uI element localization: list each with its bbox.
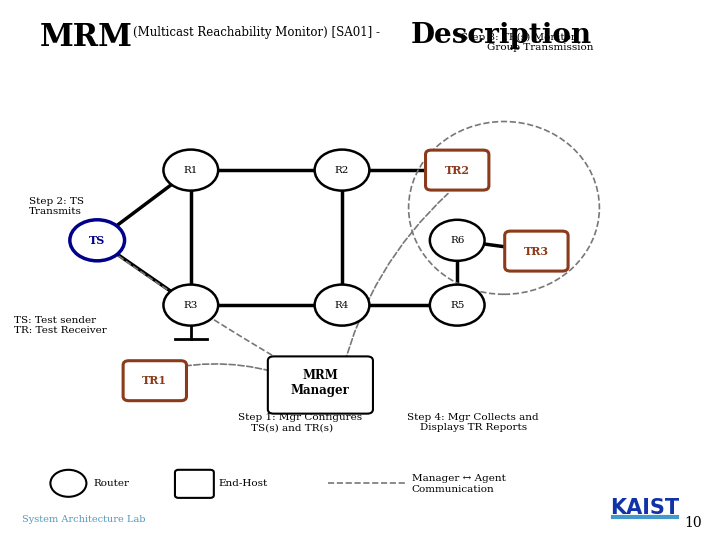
Text: Manager: Manager <box>291 384 350 397</box>
Text: Step 1: Mgr Configures
    TS(s) and TR(s): Step 1: Mgr Configures TS(s) and TR(s) <box>238 413 361 433</box>
Text: KAIST: KAIST <box>610 497 679 518</box>
Text: MRM: MRM <box>302 369 338 382</box>
Text: MRM: MRM <box>40 22 132 52</box>
Text: TR3: TR3 <box>524 246 549 256</box>
Circle shape <box>430 220 485 261</box>
Text: Step 3: TR(s) Monitor
        Group Transmission: Step 3: TR(s) Monitor Group Transmission <box>461 32 593 52</box>
Text: Manager ↔ Agent: Manager ↔ Agent <box>412 475 505 483</box>
Text: Router: Router <box>94 479 130 488</box>
Text: R6: R6 <box>450 236 464 245</box>
Text: R3: R3 <box>184 301 198 309</box>
Circle shape <box>315 285 369 326</box>
Text: R4: R4 <box>335 301 349 309</box>
Text: TS: TS <box>89 235 105 246</box>
Circle shape <box>430 285 485 326</box>
Circle shape <box>50 470 86 497</box>
Text: R5: R5 <box>450 301 464 309</box>
Text: Description: Description <box>410 22 592 49</box>
Text: System Architecture Lab: System Architecture Lab <box>22 515 145 524</box>
Text: TS: Test sender
TR: Test Receiver: TS: Test sender TR: Test Receiver <box>14 316 107 335</box>
FancyBboxPatch shape <box>123 361 186 401</box>
Text: R2: R2 <box>335 166 349 174</box>
Text: Step 2: TS
Transmits: Step 2: TS Transmits <box>29 197 84 217</box>
Text: End-Host: End-Host <box>219 479 268 488</box>
Text: R1: R1 <box>184 166 198 174</box>
Circle shape <box>163 285 218 326</box>
Circle shape <box>315 150 369 191</box>
Text: Communication: Communication <box>412 485 495 494</box>
Text: 10: 10 <box>685 516 702 530</box>
Circle shape <box>70 220 125 261</box>
Circle shape <box>163 150 218 191</box>
Text: TR1: TR1 <box>143 375 167 386</box>
Text: (Multicast Reachability Monitor) [SA01] -: (Multicast Reachability Monitor) [SA01] … <box>133 26 380 39</box>
Text: Step 4: Mgr Collects and
    Displays TR Reports: Step 4: Mgr Collects and Displays TR Rep… <box>407 413 539 433</box>
FancyBboxPatch shape <box>175 470 214 498</box>
FancyBboxPatch shape <box>505 231 568 271</box>
FancyBboxPatch shape <box>426 150 489 190</box>
Text: TR2: TR2 <box>445 165 469 176</box>
FancyBboxPatch shape <box>268 356 373 414</box>
